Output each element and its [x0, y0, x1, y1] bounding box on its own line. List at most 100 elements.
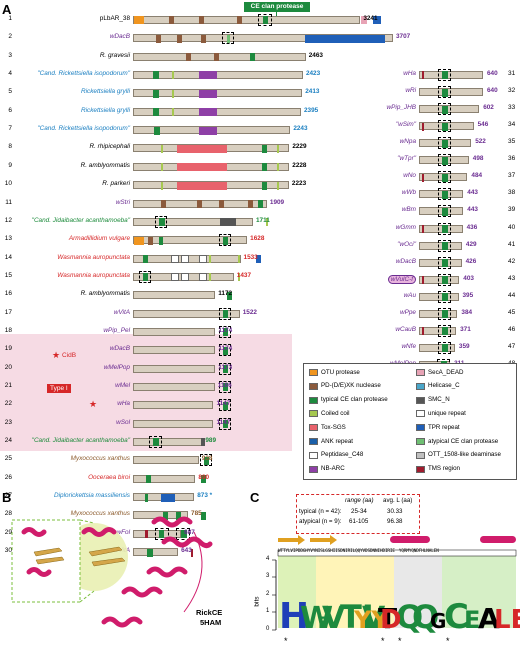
right-protein-bar: [419, 173, 468, 182]
domain-block: [262, 144, 267, 153]
row-number: 22: [4, 400, 12, 408]
protein-bar: [133, 474, 206, 484]
domain-block: [201, 511, 206, 520]
domain-block: [134, 16, 144, 25]
row-length: 1909: [269, 198, 285, 206]
row-number: 16: [4, 290, 12, 298]
protease-box: [438, 307, 451, 320]
protease-box: [219, 325, 231, 338]
right-row-number: 38: [508, 189, 516, 197]
right-row-label: wNpa: [399, 138, 416, 146]
domain-block: [361, 16, 367, 25]
row-length: 2395: [303, 106, 319, 114]
right-protein-bar: [419, 326, 457, 336]
domain-block: [201, 438, 205, 447]
protein-bar: [133, 438, 205, 447]
row-length: 1628: [250, 235, 265, 243]
row-length: 2243: [293, 125, 308, 133]
row-number: 14: [4, 253, 12, 261]
protease-box: [438, 120, 451, 133]
svg-text:D: D: [380, 605, 402, 635]
right-row-length: 602: [483, 104, 494, 112]
logo-h: H: [279, 596, 309, 637]
row-label: pLbAR_38: [99, 15, 130, 22]
domain-block: [442, 173, 448, 182]
row-label: wStri: [115, 198, 130, 206]
domain-block: [172, 71, 174, 80]
row-length: 2413: [305, 88, 320, 96]
protease-box: [219, 307, 231, 320]
domain-block: [442, 71, 448, 80]
domain-block: [159, 236, 163, 245]
domain-block: [145, 493, 148, 502]
right-row-label: wWb: [401, 189, 416, 197]
protease-box: [155, 215, 167, 228]
row-length: 1533: [243, 253, 258, 261]
right-protein-bar: [419, 105, 480, 114]
domain-block: [223, 383, 228, 392]
domain-block: [153, 438, 159, 447]
protein-bar: [133, 364, 228, 374]
legend-label: OTU protease: [321, 368, 360, 376]
protein-bar: [133, 493, 195, 502]
domain-block: [177, 144, 227, 153]
protein-bar: [133, 162, 290, 172]
ce-callout-pointer: [276, 12, 277, 18]
right-row-length: 436: [466, 223, 478, 231]
row-label: "Cand. Rickettsiella isopodorum": [37, 70, 130, 78]
svg-text:Q: Q: [396, 598, 423, 636]
svg-text:G: G: [430, 609, 446, 633]
legend-swatch: [309, 438, 318, 445]
protease-box: [200, 454, 212, 467]
right-row-length: 640: [487, 87, 498, 95]
domain-block: [172, 89, 174, 98]
domain-block: [442, 207, 448, 216]
domain-block: [199, 273, 207, 282]
row-label: wVitA: [113, 308, 130, 316]
right-protein-bar: [419, 241, 462, 250]
row-length: 1147: [216, 418, 231, 426]
domain-block: [143, 273, 148, 282]
row-length: 643: [181, 547, 192, 555]
domain-block: [163, 511, 168, 520]
right-protein-bar: [419, 139, 472, 148]
right-row-number: 32: [508, 87, 516, 95]
right-row-number: 34: [508, 121, 516, 129]
seq-part-2: YQRMYQNDFHLNALEN: [398, 549, 439, 554]
domain-block: [161, 181, 163, 190]
right-row-label: wNfe: [401, 342, 416, 350]
row-label: wDacB: [109, 33, 130, 41]
row-length: 2223: [291, 180, 307, 188]
right-row-length: 371: [460, 325, 471, 333]
domain-block: [204, 456, 209, 465]
pdb-label: 5HAM: [200, 618, 222, 627]
domain-block: [148, 236, 153, 245]
legend-label: typical CE clan protease: [321, 396, 388, 404]
row-label: R. gravesii: [99, 51, 130, 59]
row-number: 19: [4, 345, 12, 353]
svg-text:E: E: [464, 606, 480, 634]
right-row-label: wNo: [403, 172, 416, 180]
domain-block: [161, 144, 163, 153]
domain-block: [422, 71, 424, 80]
row-length: 1173: [218, 363, 233, 371]
domain-block: [176, 511, 181, 520]
legend-label: TPR repeat: [428, 423, 460, 431]
protease-box: [258, 14, 272, 26]
right-row-number: 47: [508, 342, 516, 350]
domain-block: [442, 156, 448, 165]
right-row-length: 403: [463, 274, 474, 282]
row-number: 29: [4, 528, 12, 536]
legend-swatch: [309, 465, 318, 473]
row-label: wFol: [116, 528, 131, 536]
row-label: wSol: [116, 418, 130, 426]
row-number: 12: [4, 216, 12, 224]
row-number: 2: [8, 33, 12, 41]
right-row-number: 39: [508, 206, 516, 214]
star-3: *: [398, 636, 402, 646]
domain-block: [161, 199, 166, 208]
right-row-length: 395: [462, 291, 474, 299]
star-4: *: [446, 636, 450, 646]
row-number: 13: [4, 235, 12, 243]
domain-block: [186, 53, 191, 62]
